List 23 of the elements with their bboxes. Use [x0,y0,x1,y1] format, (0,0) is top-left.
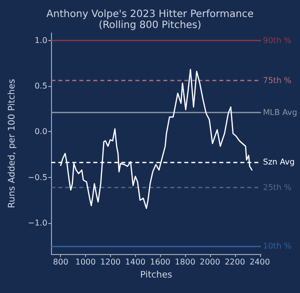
y-axis-title: Runs Added, per 100 Pitches [8,78,18,208]
y-tick-label: 1.0 [34,36,48,45]
y-tick-label: 0.5 [34,81,48,90]
chart-title: Anthony Volpe's 2023 Hitter Performance (Rolling 800 Pitches) [46,9,254,31]
x-tick-label: 1200 [100,258,121,266]
ref-line-label: Szn Avg [263,157,295,166]
y-tick-label: −0.5 [28,172,48,182]
ref-line-label: 75th % [263,76,292,85]
x-tick-label: 2200 [224,258,246,266]
ref-line-label: 25th % [263,182,292,192]
x-tick-label: 2000 [200,258,220,266]
x-tick-label: 1000 [75,258,96,266]
x-tick-label: 1600 [150,258,170,266]
y-tick-label: −1.0 [28,218,48,228]
x-axis-title: Pitches [140,270,173,280]
ref-line-label: MLB Avg [263,108,298,117]
x-tick-label: 1400 [125,258,146,266]
x-tick-label: 1800 [174,258,196,266]
ref-line-label: 90th % [263,36,292,45]
ref-line-label: 10th % [263,241,292,250]
x-tick-label: 2400 [250,258,270,266]
x-tick-label: 800 [53,258,68,266]
y-tick-label: 0.0 [34,127,48,136]
